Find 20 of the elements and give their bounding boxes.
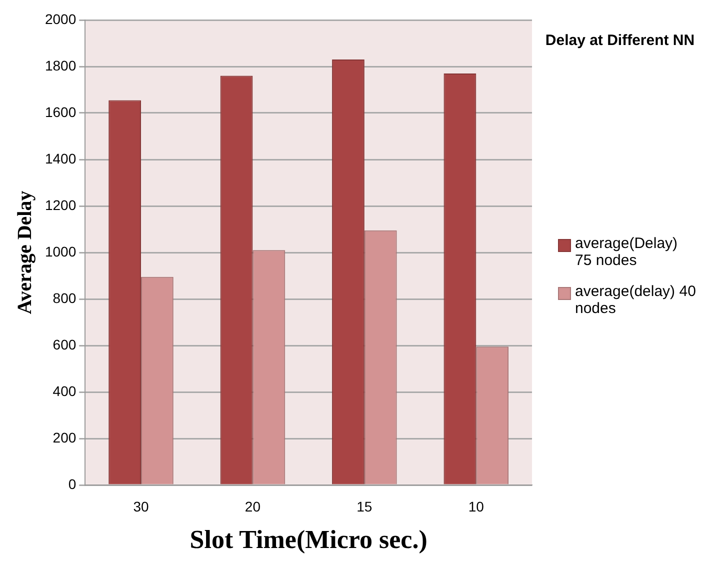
y-tick-label: 200 <box>52 429 76 446</box>
y-tick-label: 0 <box>68 476 76 492</box>
y-tick-label: 1600 <box>44 104 76 120</box>
x-axis-title: Slot Time(Micro sec.) <box>190 525 428 554</box>
y-axis-title: Average Delay <box>14 190 36 314</box>
legend-label: average(delay) 40 nodes <box>575 283 697 317</box>
y-tick-label: 400 <box>52 382 76 399</box>
x-tick-label: 20 <box>244 498 261 514</box>
y-tick-label: 1400 <box>44 150 76 166</box>
legend-label: average(Delay) 75 nodes <box>575 235 679 269</box>
x-tick-label: 10 <box>468 498 484 514</box>
y-tick-label: 1200 <box>44 196 76 213</box>
y-tick-label: 1800 <box>44 57 76 74</box>
legend-title: Delay at Different NN <box>544 31 696 51</box>
x-tick-label: 30 <box>133 498 149 514</box>
y-tick-label: 2000 <box>44 10 76 27</box>
y-tick-label: 600 <box>52 336 76 352</box>
y-tick-label: 800 <box>52 290 76 306</box>
y-tick-label: 1000 <box>44 243 76 260</box>
x-tick-label: 15 <box>356 498 372 514</box>
